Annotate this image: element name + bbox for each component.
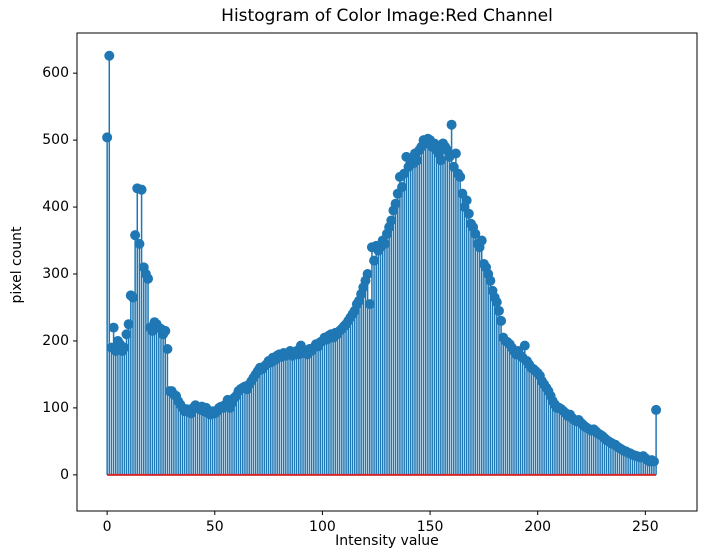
y-tick-label: 100 bbox=[42, 400, 69, 416]
stem-marker bbox=[651, 404, 662, 415]
stem-marker bbox=[364, 299, 375, 310]
stem-marker bbox=[102, 132, 113, 143]
stem-marker bbox=[162, 343, 173, 354]
x-tick-label: 0 bbox=[103, 519, 112, 535]
y-tick-label: 300 bbox=[42, 266, 69, 282]
x-tick-label: 50 bbox=[206, 519, 224, 535]
x-tick-label: 250 bbox=[632, 519, 659, 535]
stem-marker bbox=[386, 215, 397, 226]
stem-marker bbox=[485, 275, 496, 286]
x-tick-label: 200 bbox=[524, 519, 551, 535]
stem-marker bbox=[108, 322, 119, 333]
stem-marker bbox=[379, 238, 390, 249]
stem-marker bbox=[461, 195, 472, 206]
plot-frame bbox=[76, 32, 698, 512]
y-tick-label: 600 bbox=[42, 65, 69, 81]
stem-marker bbox=[160, 325, 171, 336]
stem-marker bbox=[446, 119, 457, 130]
y-tick-label: 200 bbox=[42, 333, 69, 349]
stem-marker bbox=[450, 148, 461, 159]
chart-title: Histogram of Color Image:Red Channel bbox=[221, 6, 553, 26]
stem-marker bbox=[476, 235, 487, 246]
stem-marker bbox=[362, 269, 373, 280]
stem-marker bbox=[470, 228, 481, 239]
y-tick-label: 400 bbox=[42, 199, 69, 215]
stem-marker bbox=[127, 292, 138, 303]
stem-marker bbox=[104, 50, 115, 61]
stem-marker bbox=[136, 184, 147, 195]
stem-marker bbox=[369, 255, 380, 266]
stem-marker bbox=[119, 342, 130, 353]
stem-marker bbox=[463, 208, 474, 219]
x-tick-label: 100 bbox=[309, 519, 336, 535]
stem-marker bbox=[123, 319, 134, 330]
stem-marker bbox=[519, 340, 530, 351]
stem-marker bbox=[397, 181, 408, 192]
y-tick-label: 0 bbox=[60, 467, 69, 483]
stem-marker bbox=[491, 297, 502, 308]
stem-marker bbox=[390, 198, 401, 209]
stem-marker bbox=[121, 329, 132, 340]
stem-marker bbox=[648, 456, 659, 467]
x-tick-label: 150 bbox=[417, 519, 444, 535]
stem-marker bbox=[455, 171, 466, 182]
stem-marker bbox=[130, 230, 141, 241]
stem-marker bbox=[496, 315, 507, 326]
stem-marker bbox=[435, 155, 446, 166]
y-tick-label: 500 bbox=[42, 132, 69, 148]
x-axis-label: Intensity value bbox=[335, 533, 439, 549]
stem-marker bbox=[493, 305, 504, 316]
stem-marker bbox=[143, 273, 154, 284]
y-axis-label: pixel count bbox=[9, 226, 25, 304]
stem-marker bbox=[412, 155, 423, 166]
stem-marker bbox=[134, 238, 145, 249]
